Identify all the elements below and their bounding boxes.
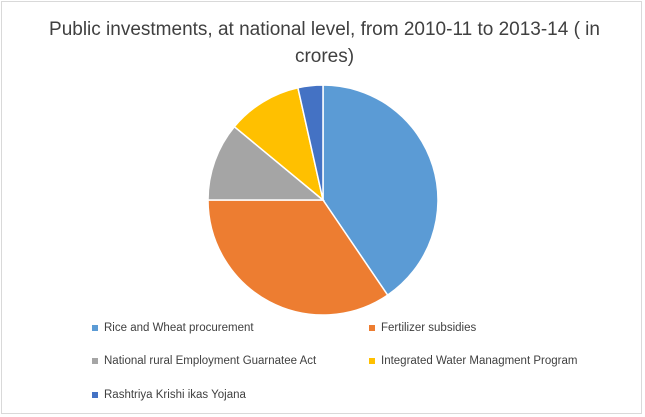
legend-swatch bbox=[369, 325, 375, 331]
legend-swatch bbox=[92, 392, 98, 398]
chart-title: Public investments, at national level, f… bbox=[49, 19, 600, 67]
pie-slice-rice-wheat bbox=[322, 84, 439, 297]
legend-swatch bbox=[92, 325, 98, 331]
legend-item-rkvy: Rashtriya Krishi ikas Yojana bbox=[92, 389, 246, 401]
legend-label: Integrated Water Managment Program bbox=[381, 355, 578, 367]
legend-label: Fertilizer subsidies bbox=[381, 322, 477, 334]
legend-label: Rice and Wheat procurement bbox=[104, 322, 254, 334]
legend-item-fertilizer: Fertilizer subsidies bbox=[369, 322, 476, 334]
legend-item-water: Integrated Water Managment Program bbox=[369, 355, 577, 367]
pie-slice-water bbox=[233, 86, 325, 202]
legend-item-nrega: National rural Employment Guarnatee Act bbox=[92, 355, 316, 367]
legend-swatch bbox=[92, 358, 98, 364]
legend-swatch bbox=[369, 358, 375, 364]
pie-slice-rkvy bbox=[297, 84, 324, 201]
legend-item-rice-wheat: Rice and Wheat procurement bbox=[92, 322, 254, 334]
legend-label: Rashtriya Krishi ikas Yojana bbox=[104, 389, 246, 401]
pie-slice-nrega bbox=[207, 125, 326, 201]
pie-slice-fertilizer bbox=[207, 199, 389, 316]
legend-label: National rural Employment Guarnatee Act bbox=[104, 355, 317, 367]
